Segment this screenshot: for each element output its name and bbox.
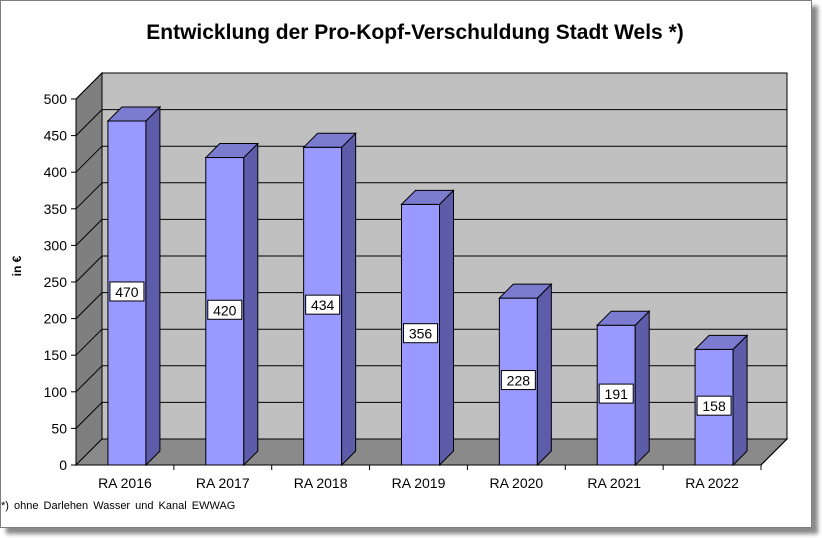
gridline-side bbox=[75, 365, 103, 393]
bar-top bbox=[106, 106, 162, 122]
data-label: 470 bbox=[115, 284, 139, 300]
y-tick-label: 250 bbox=[44, 274, 68, 290]
y-tick-label: 0 bbox=[59, 457, 67, 473]
y-tick-label: 450 bbox=[44, 128, 68, 144]
footnote: *) ohne Darlehen Wasser und Kanal EWWAG bbox=[1, 500, 236, 512]
data-label-box bbox=[500, 370, 536, 391]
y-tick-label: 100 bbox=[44, 384, 68, 400]
bar-side bbox=[634, 309, 650, 467]
data-label-box bbox=[696, 395, 732, 416]
data-label: 191 bbox=[605, 386, 629, 402]
gridline-side bbox=[75, 328, 103, 356]
data-label: 228 bbox=[507, 373, 531, 389]
bar-top bbox=[596, 310, 651, 326]
y-tick-label: 50 bbox=[51, 420, 67, 436]
gridline-side bbox=[75, 109, 103, 136]
data-label-box bbox=[598, 383, 634, 404]
bar-side bbox=[145, 105, 161, 467]
data-label: 434 bbox=[311, 297, 335, 313]
chart-frame: Entwicklung der Pro-Kopf-Verschuldung St… bbox=[0, 0, 812, 528]
gridline-side bbox=[75, 219, 103, 246]
y-tick-label: 300 bbox=[44, 237, 68, 253]
gridline-side bbox=[75, 182, 103, 210]
bar-side bbox=[341, 132, 357, 467]
data-label-box bbox=[305, 294, 341, 315]
bar-side bbox=[439, 189, 454, 467]
data-label-box bbox=[207, 299, 243, 320]
gridline-side bbox=[75, 145, 103, 173]
data-label-box bbox=[109, 281, 145, 302]
bar-side bbox=[732, 334, 748, 467]
data-label: 356 bbox=[409, 326, 433, 342]
bar-side bbox=[243, 142, 259, 467]
gridline-side bbox=[75, 402, 103, 429]
x-tick-label: RA 2018 bbox=[294, 475, 348, 491]
bar-top bbox=[204, 143, 259, 159]
bar-side bbox=[536, 282, 552, 467]
bar-top bbox=[498, 283, 553, 299]
bar-top bbox=[693, 334, 749, 350]
gridline-side bbox=[75, 72, 103, 100]
x-tick-label: RA 2022 bbox=[685, 475, 739, 491]
bar-chart: 0 50 100 150 200 250 300 350 400 450 500 470 RA 2016… bbox=[44, 71, 789, 491]
y-tick-label: 150 bbox=[44, 347, 68, 363]
bar-top bbox=[302, 132, 357, 148]
x-tick-label: RA 2016 bbox=[98, 475, 152, 491]
y-tick-label: 500 bbox=[44, 91, 68, 107]
x-tick-label: RA 2017 bbox=[196, 475, 250, 491]
x-tick-label: RA 2019 bbox=[392, 475, 446, 491]
data-label-box bbox=[403, 323, 438, 344]
gridline-side bbox=[75, 292, 103, 319]
data-label: 420 bbox=[213, 302, 237, 318]
x-axis-depth-line bbox=[760, 438, 788, 466]
chart-title: Entwicklung der Pro-Kopf-Verschuldung St… bbox=[146, 21, 684, 44]
data-label: 158 bbox=[702, 398, 726, 414]
x-tick-label: RA 2020 bbox=[489, 475, 543, 491]
bar-top bbox=[400, 189, 455, 205]
y-tick-label: 400 bbox=[44, 164, 68, 180]
y-tick-label: 350 bbox=[44, 201, 68, 217]
x-tick-label: RA 2021 bbox=[587, 475, 641, 491]
y-tick-label: 200 bbox=[44, 311, 68, 327]
gridline-side bbox=[75, 255, 103, 283]
